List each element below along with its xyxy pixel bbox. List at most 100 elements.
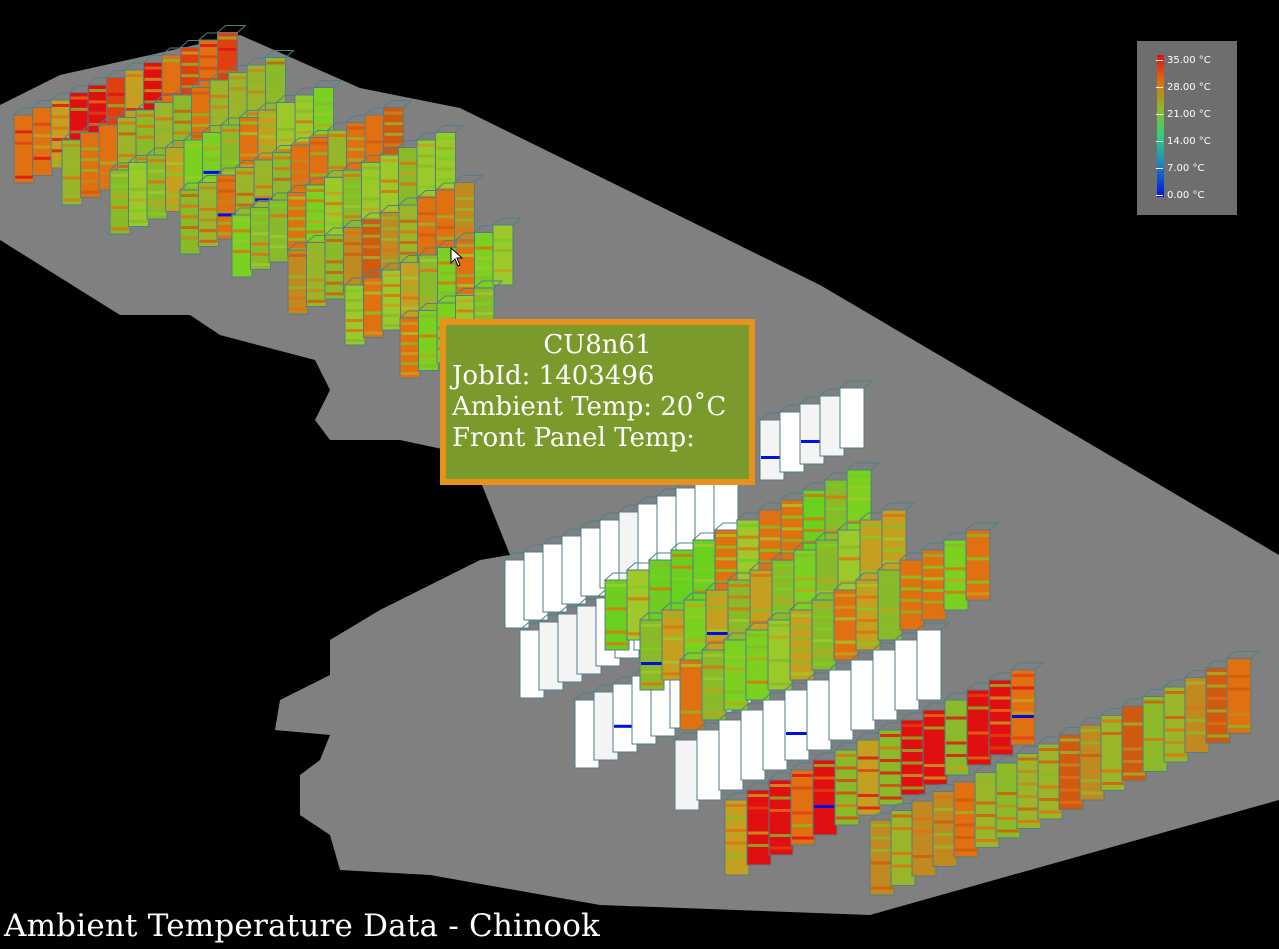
rack-front[interactable] — [400, 262, 421, 323]
rack-front[interactable] — [1016, 753, 1042, 829]
rack-front[interactable] — [344, 284, 366, 346]
rack-front[interactable] — [268, 199, 290, 263]
rack-front[interactable] — [767, 619, 793, 691]
rack-front[interactable] — [916, 629, 942, 701]
rack-front[interactable] — [1121, 705, 1147, 782]
rack-front[interactable] — [287, 192, 308, 255]
rack-front[interactable] — [1037, 743, 1063, 820]
rack-front[interactable] — [850, 659, 876, 731]
rack-front[interactable] — [966, 689, 992, 766]
rack-front[interactable] — [806, 679, 832, 751]
rack-front[interactable] — [762, 699, 788, 771]
rack-front[interactable] — [1184, 677, 1210, 753]
rack-front[interactable] — [834, 749, 860, 826]
rack-front[interactable] — [768, 779, 794, 856]
rack-front[interactable] — [789, 609, 815, 681]
rack-front[interactable] — [398, 204, 420, 270]
rack-front[interactable] — [828, 669, 854, 741]
rack-front[interactable] — [1100, 715, 1126, 791]
rack-front[interactable] — [250, 207, 271, 270]
rack-front[interactable] — [361, 219, 383, 285]
rack-front[interactable] — [231, 214, 253, 278]
rack-front[interactable] — [32, 107, 53, 176]
rack-front[interactable] — [179, 189, 201, 255]
rack-front[interactable] — [435, 189, 457, 255]
rack-front[interactable] — [872, 649, 898, 721]
rack-front[interactable] — [922, 709, 948, 786]
rack-front[interactable] — [324, 234, 346, 300]
rack-front[interactable] — [198, 182, 219, 247]
rack-front[interactable] — [1079, 724, 1105, 801]
rack-front[interactable] — [988, 679, 1014, 756]
rack-front[interactable] — [811, 599, 837, 671]
rack-front[interactable] — [398, 147, 419, 210]
rack-front[interactable] — [965, 529, 991, 601]
rack-front[interactable] — [877, 569, 903, 641]
rack-front[interactable] — [454, 182, 475, 247]
rack-front[interactable] — [740, 709, 766, 781]
rack-front[interactable] — [379, 154, 401, 218]
rack-front[interactable] — [718, 719, 744, 791]
rack-front[interactable] — [342, 169, 364, 233]
rack-front[interactable] — [995, 762, 1021, 839]
rack-front[interactable] — [932, 791, 958, 867]
rack-front[interactable] — [679, 659, 705, 731]
rack-front[interactable] — [890, 810, 916, 886]
rack-front[interactable] — [869, 819, 895, 896]
rack-front[interactable] — [674, 739, 700, 811]
rack-front[interactable] — [418, 310, 439, 371]
rack-front[interactable] — [856, 739, 882, 816]
rack-front[interactable] — [1163, 686, 1189, 763]
rack-front[interactable] — [343, 227, 364, 292]
rack-front[interactable] — [790, 769, 816, 846]
rack-front[interactable] — [921, 549, 947, 621]
rack-front[interactable] — [287, 249, 309, 315]
rack-front[interactable] — [724, 799, 750, 876]
rack-front[interactable] — [974, 772, 1000, 848]
rack-front[interactable] — [839, 387, 865, 449]
rack-front[interactable] — [417, 197, 438, 262]
rack-front[interactable] — [399, 317, 421, 379]
rack-front[interactable] — [306, 242, 327, 307]
rack-front[interactable] — [953, 781, 979, 858]
rack-front[interactable] — [381, 269, 403, 331]
rack-front[interactable] — [13, 114, 35, 184]
rack-front[interactable] — [723, 639, 749, 711]
rack-front[interactable] — [894, 639, 920, 711]
rack-front[interactable] — [146, 154, 168, 220]
rack-front[interactable] — [492, 224, 514, 286]
rack-front[interactable] — [911, 800, 937, 877]
rack-front[interactable] — [745, 629, 771, 701]
rack-front[interactable] — [80, 132, 101, 198]
rack-front[interactable] — [878, 729, 904, 806]
rack-front[interactable] — [943, 539, 969, 611]
rack-front[interactable] — [784, 689, 810, 761]
rack-front[interactable] — [833, 589, 859, 661]
rack-front[interactable] — [418, 254, 440, 316]
rack-front[interactable] — [639, 619, 665, 691]
rack-front[interactable] — [746, 789, 772, 866]
rack-front[interactable] — [701, 649, 727, 721]
rack-front[interactable] — [1226, 658, 1252, 734]
rack-front[interactable] — [474, 232, 495, 293]
rack-front[interactable] — [416, 139, 438, 203]
rack-front[interactable] — [812, 759, 838, 836]
rack-front[interactable] — [1010, 669, 1036, 746]
rack-front[interactable] — [1142, 696, 1168, 772]
rack-front[interactable] — [305, 184, 327, 248]
rack-front[interactable] — [324, 177, 345, 240]
rack-front[interactable] — [109, 169, 131, 235]
rack-front[interactable] — [128, 162, 149, 227]
rack-front[interactable] — [363, 277, 384, 338]
rack-front[interactable] — [944, 699, 970, 776]
rack-front[interactable] — [61, 139, 83, 206]
rack-front[interactable] — [604, 579, 630, 651]
rack-front[interactable] — [1058, 734, 1084, 810]
rack-front[interactable] — [855, 579, 881, 651]
rack-front[interactable] — [435, 132, 456, 195]
rack-front[interactable] — [1205, 667, 1231, 744]
rack-front[interactable] — [899, 559, 925, 631]
rack-front[interactable] — [900, 719, 926, 796]
rack-front[interactable] — [361, 162, 382, 225]
